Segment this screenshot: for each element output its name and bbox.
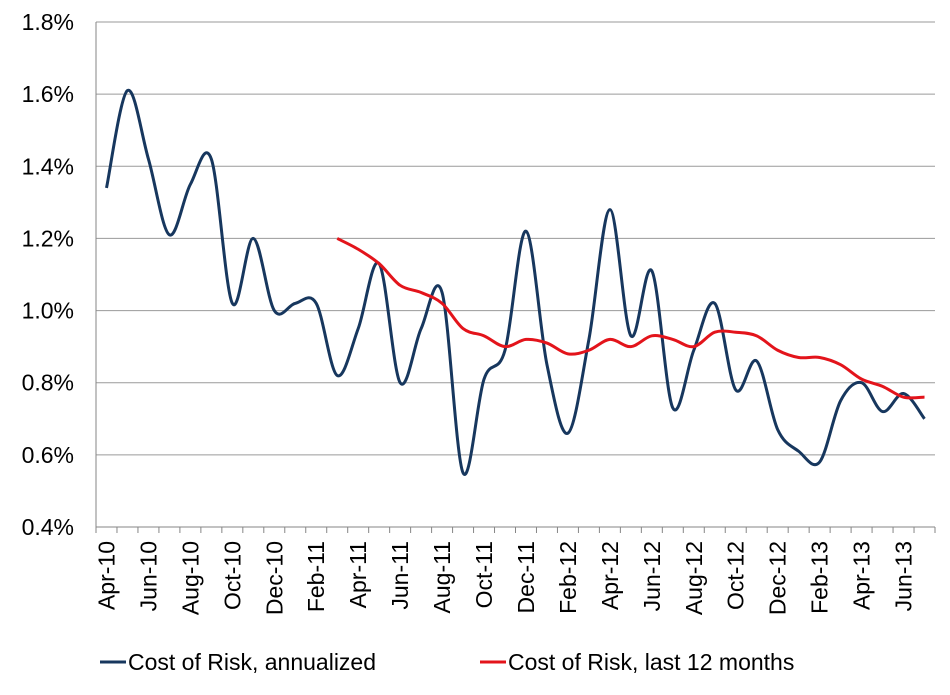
x-tick-label: Feb-11 — [303, 541, 329, 612]
x-tick-label: Aug-11 — [429, 541, 455, 613]
x-tick-label: Dec-12 — [765, 541, 791, 615]
y-tick-label: 1.8% — [22, 9, 74, 35]
y-tick-label: 1.6% — [22, 81, 74, 107]
x-tick-label: Aug-10 — [177, 541, 203, 615]
x-tick-label: Feb-13 — [807, 541, 833, 614]
series-line — [105, 89, 926, 476]
y-tick-label: 1.0% — [22, 298, 74, 324]
x-tick-label: Oct-11 — [471, 541, 497, 608]
x-tick-label: Jun-10 — [135, 541, 161, 611]
x-tick-label: Jun-12 — [639, 541, 665, 611]
x-tick-label: Apr-11 — [345, 541, 371, 608]
legend-label: Cost of Risk, annualized — [128, 649, 376, 675]
x-tick-label: Jun-11 — [387, 541, 413, 610]
x-tick-label: Dec-11 — [513, 541, 539, 613]
y-tick-label: 1.4% — [22, 153, 74, 179]
x-tick-label: Apr-10 — [93, 541, 119, 610]
x-tick-label: Oct-10 — [219, 541, 245, 610]
legend-label: Cost of Risk, last 12 months — [508, 649, 794, 675]
series-line — [336, 237, 925, 400]
x-tick-label: Feb-12 — [555, 541, 581, 614]
x-tick-label: Jun-13 — [891, 541, 917, 611]
x-tick-label: Apr-13 — [849, 541, 875, 610]
y-tick-label: 0.8% — [22, 370, 74, 396]
y-tick-label: 1.2% — [22, 225, 74, 251]
x-tick-label: Aug-12 — [681, 541, 707, 615]
y-tick-label: 0.4% — [22, 514, 74, 540]
x-tick-label: Oct-12 — [723, 541, 749, 610]
x-tick-label: Apr-12 — [597, 541, 623, 610]
y-tick-label: 0.6% — [22, 442, 74, 468]
x-tick-label: Dec-10 — [261, 541, 287, 615]
